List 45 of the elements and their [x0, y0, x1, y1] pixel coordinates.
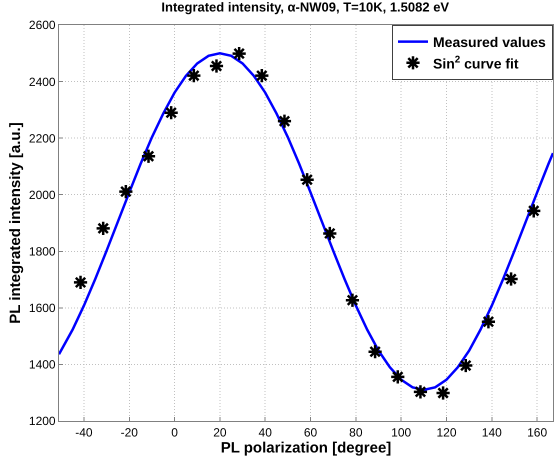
point — [276, 113, 292, 130]
y-tick-label: 2400 — [28, 74, 56, 89]
y-tick-label: 2600 — [28, 18, 56, 32]
y-tick-label: 2200 — [28, 131, 56, 146]
legend-label: Sin$^{2}$ curve fit — [433, 54, 519, 72]
x-tick-label: 0 — [171, 425, 178, 440]
y-tick-label: 1600 — [28, 301, 56, 316]
point — [412, 384, 428, 400]
point — [72, 274, 88, 290]
point — [503, 271, 519, 287]
x-tick-label: 120 — [436, 425, 457, 440]
point — [480, 314, 496, 330]
point — [367, 344, 383, 360]
y-tick-label: 2000 — [28, 188, 56, 202]
legend-label: Measured values — [433, 34, 546, 50]
point — [344, 292, 360, 308]
x-tick-label: 40 — [258, 425, 272, 440]
point — [435, 385, 451, 401]
y-tick-label: 1400 — [28, 358, 56, 372]
point — [254, 68, 270, 84]
chart-title: Integrated intensity, α-NW09, T=10K, 1.5082 eV — [161, 0, 450, 14]
y-axis-title: PL integrated intensity [a.u.] — [7, 122, 24, 324]
x-tick-label: -20 — [120, 425, 138, 440]
point — [118, 184, 134, 200]
point — [526, 202, 542, 219]
x-axis-title: PL polarization [degree] — [220, 439, 392, 456]
point — [163, 104, 180, 121]
point — [458, 358, 474, 374]
point — [140, 148, 156, 164]
point — [299, 172, 315, 188]
x-tick-label: 80 — [349, 425, 363, 440]
point — [208, 58, 224, 74]
x-tick-label: 60 — [304, 425, 318, 440]
x-tick-label: 140 — [482, 425, 502, 440]
x-tick-label: 20 — [213, 425, 227, 440]
point — [390, 369, 406, 385]
point — [322, 226, 338, 242]
x-tick-label: 160 — [527, 425, 548, 440]
point — [186, 68, 202, 84]
point — [231, 46, 247, 62]
y-tick-label: 1800 — [28, 244, 56, 258]
point — [95, 220, 112, 236]
x-tick-label: -40 — [75, 425, 93, 440]
x-tick-label: 100 — [391, 425, 412, 440]
y-tick-label: 1200 — [28, 414, 56, 428]
